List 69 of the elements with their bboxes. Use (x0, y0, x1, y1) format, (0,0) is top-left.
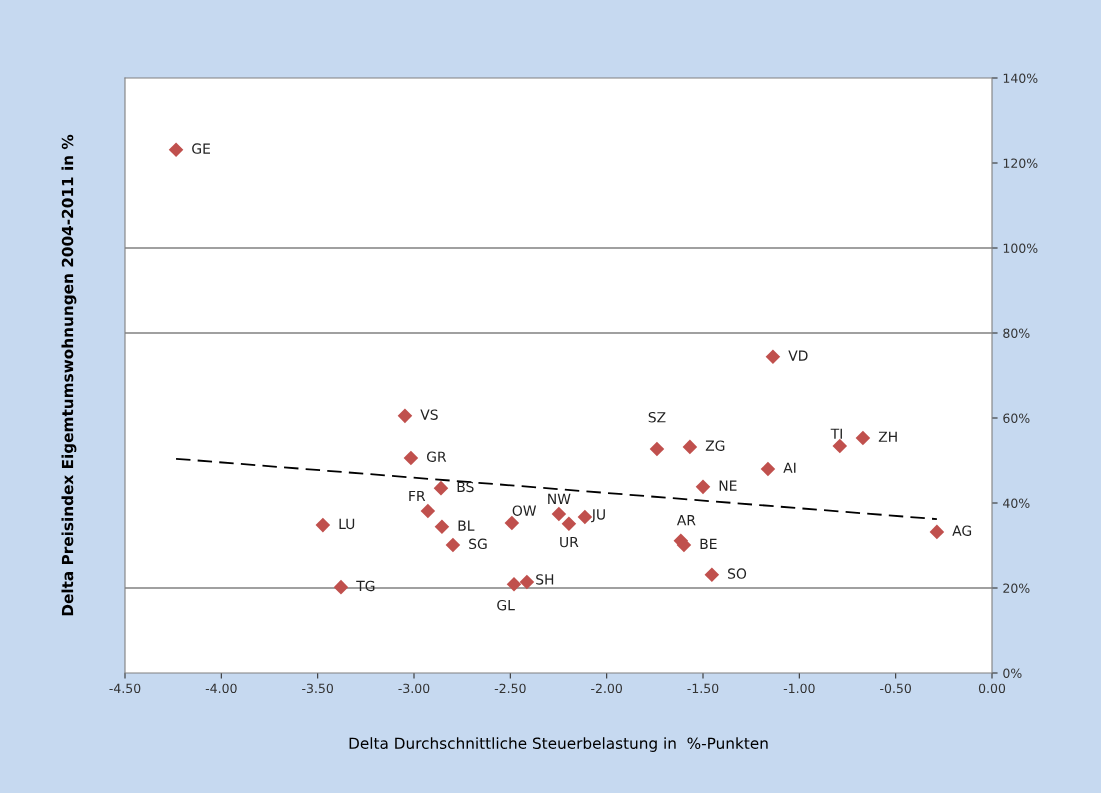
point (519, 574, 535, 590)
point (649, 441, 665, 457)
data-label: AR (676, 515, 696, 526)
data-label: NW (548, 493, 571, 504)
y-tick-label: 0% (1003, 668, 1022, 678)
data-label: AI (783, 462, 796, 473)
point (420, 503, 436, 519)
point (695, 479, 711, 495)
data-label: SO (728, 568, 747, 579)
data-label: UR (560, 536, 579, 548)
y-tick-label: 60% (1003, 413, 1030, 423)
data-label: OW (512, 505, 537, 516)
y-tick-label: 120% (1003, 158, 1038, 168)
data-label: TI (830, 428, 842, 439)
point (333, 579, 349, 595)
x-tick-label: -2.00 (591, 683, 623, 694)
point (168, 142, 184, 158)
data-label: VD (788, 350, 808, 361)
data-label: TG (356, 580, 375, 592)
y-tick-label: 140% (1003, 73, 1038, 83)
x-tick-label: -3.00 (398, 683, 430, 694)
data-label: NE (719, 480, 737, 491)
point (704, 567, 720, 583)
point (929, 524, 945, 540)
point (403, 450, 419, 466)
point (682, 439, 698, 455)
x-tick-label: 0.00 (978, 683, 1006, 694)
point (760, 461, 776, 477)
point (551, 506, 567, 522)
point (855, 430, 871, 446)
data-label: SZ (648, 411, 666, 423)
point (504, 515, 520, 531)
x-tick-label: -1.50 (687, 683, 719, 694)
data-label: GR (426, 451, 447, 462)
y-axis-title: Delta Preisindex Eigemtumswohnungen 2004-2011 in % (61, 134, 77, 616)
point (506, 576, 522, 592)
y-tick-label: 100% (1003, 243, 1038, 253)
data-label: LU (339, 518, 355, 530)
data-label: ZH (878, 431, 897, 442)
y-tick-label: 20% (1003, 583, 1030, 593)
point (433, 480, 449, 496)
data-label: SH (536, 574, 554, 585)
x-tick-label: -2.50 (494, 683, 526, 694)
data-label: SG (469, 538, 487, 550)
x-axis-title: Delta Durchschnittliche Steuerbelastung in %-Punkten (349, 737, 768, 752)
x-tick-label: -4.50 (109, 683, 141, 694)
data-label: FR (409, 490, 426, 502)
data-label: VS (420, 409, 438, 420)
data-label: BL (458, 520, 475, 531)
point (445, 537, 461, 553)
x-tick-label: -4.00 (205, 683, 237, 694)
data-label: BE (700, 538, 717, 549)
data-label: ZG (705, 440, 725, 451)
x-tick-label: -1.00 (783, 683, 815, 694)
data-label: JU (591, 509, 605, 523)
data-label: GL (497, 599, 515, 611)
point (397, 408, 413, 424)
point (434, 519, 450, 535)
x-tick-label: -3.50 (302, 683, 334, 694)
x-tick-label: -0.50 (880, 683, 912, 694)
point (315, 517, 331, 533)
data-label: GE (192, 143, 210, 154)
point (832, 438, 848, 454)
point (561, 516, 577, 532)
point (765, 349, 781, 365)
data-label: BS (457, 481, 474, 493)
data-label: AG (952, 525, 972, 536)
y-tick-label: 80% (1003, 328, 1030, 338)
y-tick-label: 40% (1003, 498, 1030, 508)
